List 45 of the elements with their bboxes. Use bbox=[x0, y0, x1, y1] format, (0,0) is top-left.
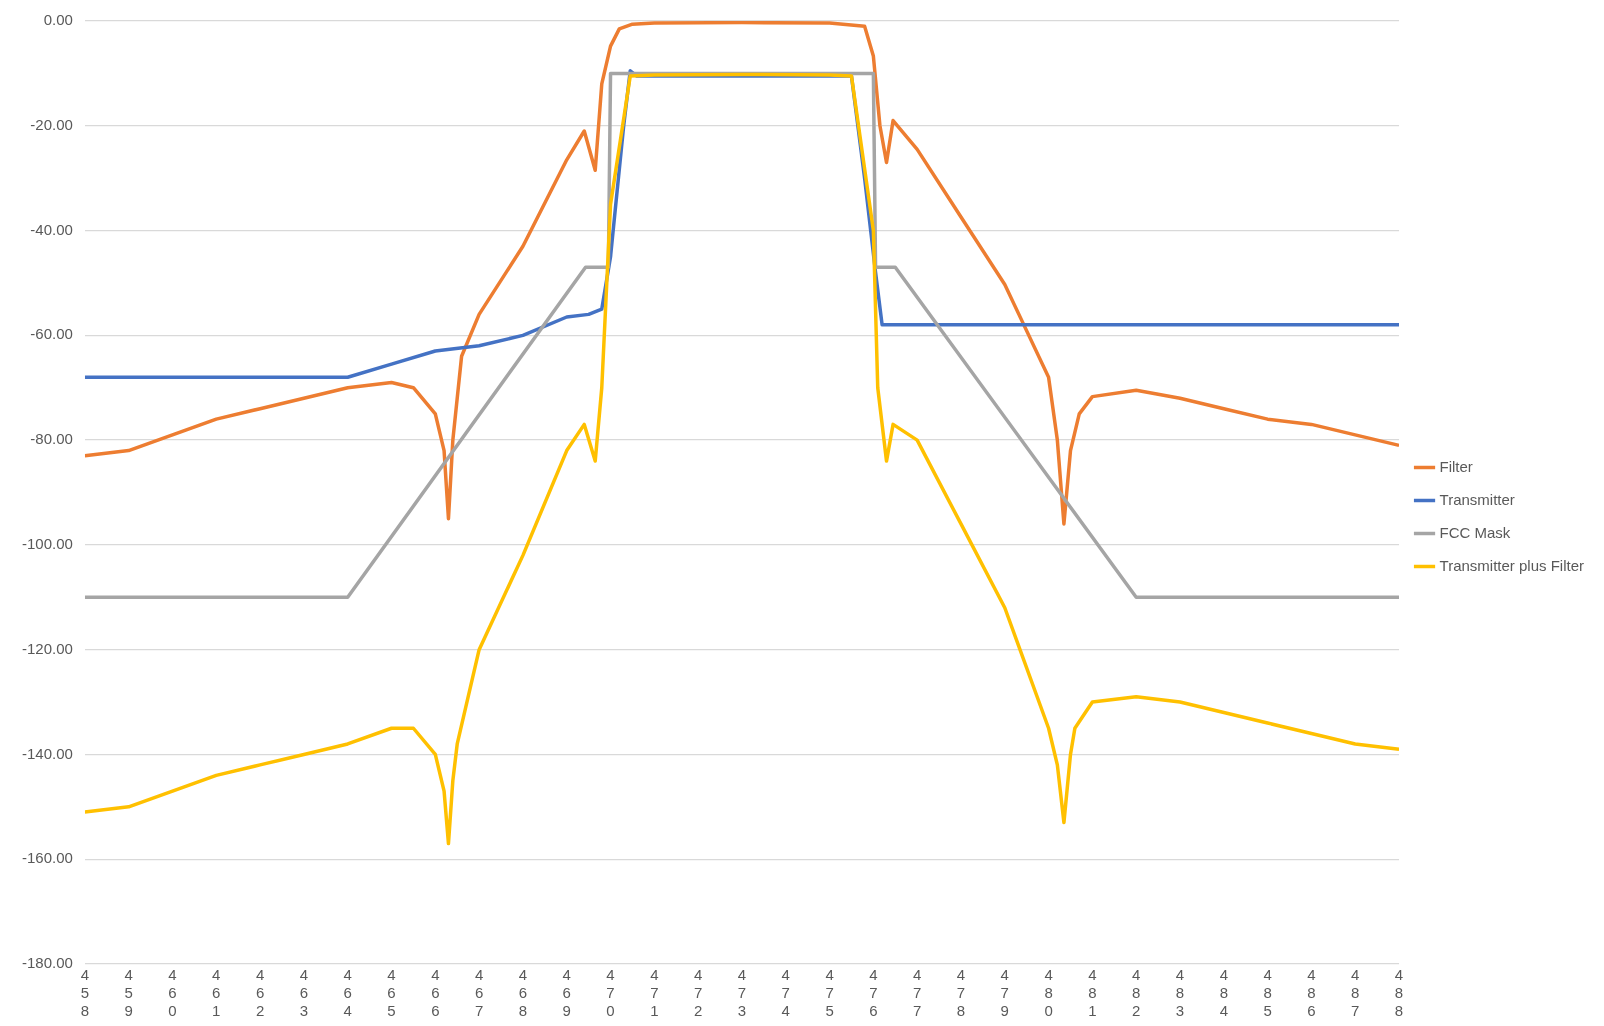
legend-label: Transmitter plus Filter bbox=[1439, 556, 1585, 574]
x-tick-label: 4 7 9 bbox=[1000, 966, 1009, 1020]
x-tick-label: 4 6 3 bbox=[299, 966, 309, 1020]
x-tick-label: 4 8 1 bbox=[1088, 966, 1097, 1020]
x-tick-label: 4 5 8 bbox=[80, 966, 90, 1020]
x-tick-label: 4 7 8 bbox=[956, 966, 966, 1020]
x-tick-label: 4 7 5 bbox=[825, 966, 834, 1020]
y-tick-label: 0.00 bbox=[43, 11, 73, 29]
x-tick-label: 4 8 6 bbox=[1307, 966, 1316, 1020]
y-tick-label: -180.00 bbox=[22, 954, 73, 972]
x-tick-label: 4 7 3 bbox=[737, 966, 747, 1020]
y-tick-label: -140.00 bbox=[22, 744, 73, 762]
y-tick-label: -60.00 bbox=[30, 325, 73, 343]
y-tick-label: -20.00 bbox=[30, 115, 73, 133]
legend-label: Transmitter bbox=[1439, 490, 1515, 508]
x-tick-label: 4 6 7 bbox=[474, 966, 484, 1020]
x-tick-label: 4 7 2 bbox=[693, 966, 703, 1020]
x-tick-label: 4 6 0 bbox=[168, 966, 177, 1020]
y-tick-label: -100.00 bbox=[22, 535, 73, 553]
x-tick-label: 4 6 6 bbox=[431, 966, 440, 1020]
x-tick-label: 4 8 5 bbox=[1263, 966, 1272, 1020]
x-tick-label: 4 7 6 bbox=[869, 966, 878, 1020]
x-tick-label: 4 6 4 bbox=[343, 966, 352, 1020]
x-tick-label: 4 8 3 bbox=[1175, 966, 1185, 1020]
y-tick-label: -80.00 bbox=[30, 430, 73, 448]
x-tick-label: 4 6 5 bbox=[387, 966, 396, 1020]
x-tick-label: 4 6 9 bbox=[562, 966, 571, 1020]
legend-label: Filter bbox=[1439, 457, 1473, 475]
y-tick-label: -120.00 bbox=[22, 639, 73, 657]
x-tick-label: 4 8 2 bbox=[1132, 966, 1141, 1020]
x-tick-label: 4 6 2 bbox=[255, 966, 265, 1020]
x-tick-label: 4 7 0 bbox=[606, 966, 615, 1020]
x-tick-label: 4 7 4 bbox=[781, 966, 790, 1020]
x-tick-label: 4 6 1 bbox=[212, 966, 221, 1020]
y-tick-label: -160.00 bbox=[22, 849, 73, 867]
x-tick-label: 4 7 1 bbox=[650, 966, 659, 1020]
x-tick-label: 4 6 8 bbox=[518, 966, 528, 1020]
x-tick-label: 4 8 0 bbox=[1044, 966, 1053, 1020]
y-tick-label: -40.00 bbox=[30, 220, 73, 238]
x-tick-label: 4 8 7 bbox=[1351, 966, 1360, 1020]
legend-label: FCC Mask bbox=[1439, 523, 1511, 541]
x-tick-label: 4 7 7 bbox=[913, 966, 922, 1020]
x-tick-label: 4 8 8 bbox=[1394, 966, 1404, 1020]
x-tick-label: 4 8 4 bbox=[1219, 966, 1228, 1020]
x-tick-label: 4 5 9 bbox=[124, 966, 133, 1020]
